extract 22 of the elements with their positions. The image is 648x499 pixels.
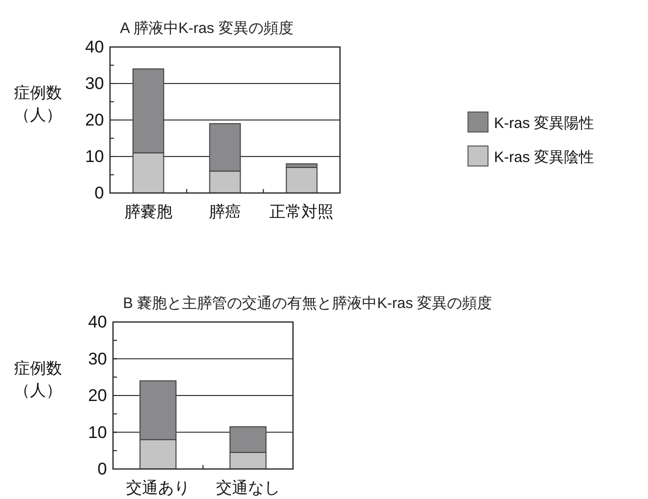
y-tick-label: 40 bbox=[88, 312, 107, 332]
y-tick-label: 0 bbox=[94, 184, 104, 202]
x-tick-label: 交通あり bbox=[126, 479, 190, 497]
y-tick-label: 20 bbox=[88, 386, 107, 405]
x-tick-label: 膵癌 bbox=[209, 203, 241, 221]
x-tick-label: 正常対照 bbox=[270, 203, 334, 221]
y-tick-label: 30 bbox=[88, 349, 107, 368]
y-tick-label: 30 bbox=[85, 74, 104, 93]
y-axis-title: 症例数（人） bbox=[14, 360, 62, 400]
chart-title: B 嚢胞と主膵管の交通の有無と膵液中K-ras 変異の頻度 bbox=[123, 295, 492, 312]
x-tick-label: 膵嚢胞 bbox=[124, 203, 172, 221]
bar bbox=[286, 166, 318, 194]
legend-label: K-ras 変異陽性 bbox=[494, 115, 594, 132]
y-tick-label: 0 bbox=[98, 460, 107, 478]
y-tick-label: 10 bbox=[88, 422, 107, 442]
y-tick-label: 10 bbox=[85, 147, 104, 166]
y-tick-label: 20 bbox=[85, 110, 104, 130]
x-tick-label: 交通なし bbox=[216, 479, 280, 497]
y-tick-label: 40 bbox=[85, 38, 104, 56]
legend-label: K-ras 変異陰性 bbox=[494, 149, 594, 166]
y-axis-title: 症例数（人） bbox=[14, 84, 62, 124]
chart-title: A 膵液中K-ras 変異の頻度 bbox=[120, 20, 294, 37]
